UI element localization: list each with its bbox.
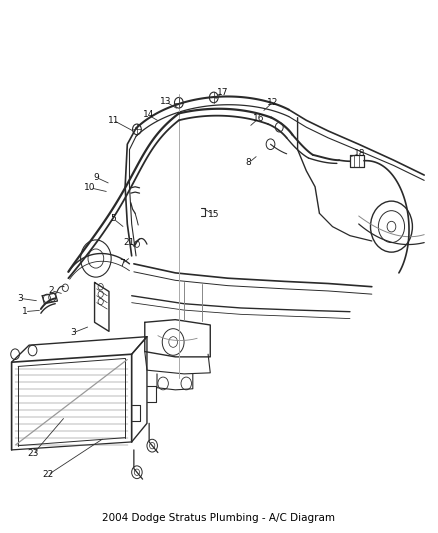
Text: 2004 Dodge Stratus Plumbing - A/C Diagram: 2004 Dodge Stratus Plumbing - A/C Diagra…	[102, 513, 336, 523]
Text: 13: 13	[160, 97, 172, 106]
Text: 10: 10	[85, 183, 96, 192]
Text: 7: 7	[119, 260, 125, 268]
Text: 23: 23	[28, 449, 39, 458]
Text: 17: 17	[217, 87, 228, 96]
Text: 9: 9	[93, 173, 99, 182]
Text: 16: 16	[253, 114, 264, 123]
Text: 22: 22	[42, 471, 53, 479]
Text: 2: 2	[48, 286, 54, 295]
Text: 1: 1	[22, 307, 28, 316]
Text: 18: 18	[354, 149, 365, 158]
Text: 3: 3	[70, 328, 76, 337]
Text: 15: 15	[208, 210, 219, 219]
Text: 11: 11	[108, 116, 119, 125]
Text: 14: 14	[143, 110, 154, 119]
Text: 21: 21	[124, 238, 135, 247]
Text: 8: 8	[246, 158, 251, 167]
Text: 3: 3	[18, 294, 23, 303]
Text: 5: 5	[110, 214, 116, 223]
Text: 12: 12	[267, 98, 278, 107]
